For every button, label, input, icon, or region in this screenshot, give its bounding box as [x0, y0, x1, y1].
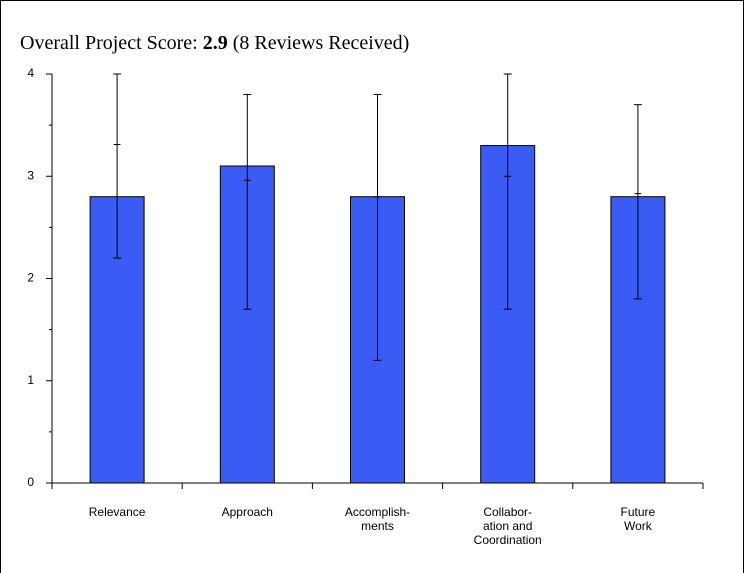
range-bar — [633, 104, 642, 300]
x-tick-label: ments — [361, 519, 394, 533]
y-tick-label: 1 — [27, 373, 34, 387]
title-label: Overall Project Score: — [20, 32, 198, 54]
y-tick-label: 0 — [27, 475, 34, 489]
x-tick-label: ation and — [483, 519, 532, 533]
x-tick-label: Approach — [222, 505, 273, 519]
range-bar — [113, 73, 122, 259]
x-tick-label: Relevance — [89, 505, 146, 519]
title-score: 2.9 — [203, 32, 228, 54]
x-tick-label: Collabor- — [483, 505, 532, 519]
title-note: (8 Reviews Received) — [233, 32, 410, 54]
range-bar — [503, 73, 512, 310]
range-bar — [243, 93, 252, 310]
y-tick-label: 3 — [27, 168, 34, 182]
x-tick-label: Future — [621, 505, 656, 519]
y-tick-label: 4 — [27, 66, 34, 80]
x-tick-label: Work — [624, 519, 653, 533]
y-tick-label: 2 — [27, 271, 34, 285]
x-tick-label: Coordination — [474, 533, 542, 547]
chart-title: Overall Project Score: 2.9 (8 Reviews Re… — [20, 32, 409, 54]
range-bar — [373, 93, 382, 361]
x-tick-label: Accomplish- — [345, 505, 410, 519]
